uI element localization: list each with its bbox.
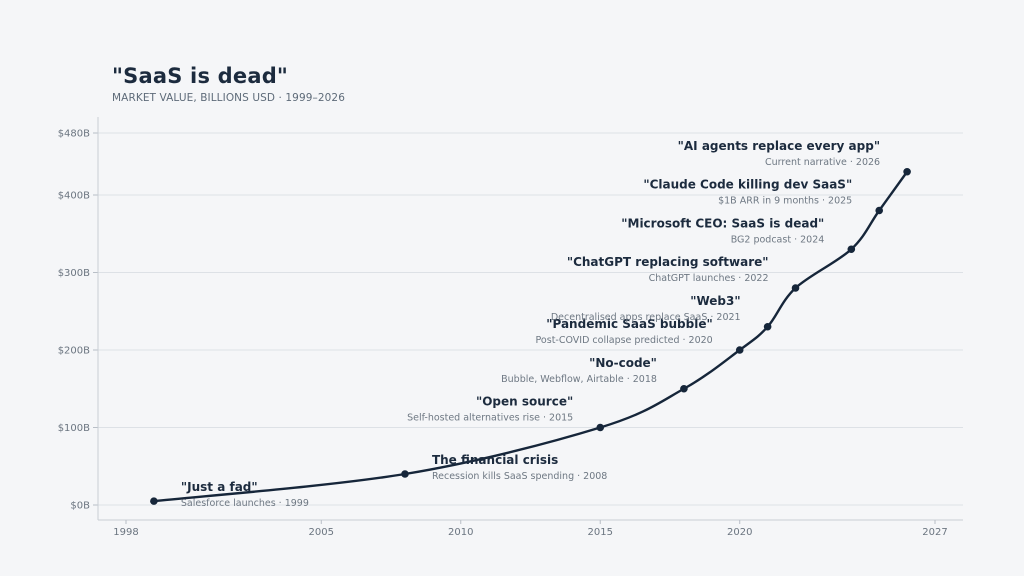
annotation-title: "ChatGPT replacing software": [567, 255, 769, 269]
annotation-subtitle: $1B ARR in 9 months · 2025: [718, 196, 852, 207]
data-point: [596, 423, 605, 432]
data-point: [903, 167, 911, 176]
annotation-subtitle: Post-COVID collapse predicted · 2020: [536, 335, 713, 346]
annotation-subtitle: Current narrative · 2026: [765, 157, 880, 168]
x-tick-label: 2010: [448, 527, 473, 538]
x-tick-label: 1998: [113, 527, 138, 538]
y-tick-label: $480B: [58, 129, 90, 140]
data-point: [735, 346, 744, 354]
annotation-subtitle: Recession kills SaaS spending · 2008: [432, 471, 607, 482]
y-tick-label: $400B: [58, 191, 90, 202]
data-point: [791, 284, 800, 292]
annotation-title: The financial crisis: [432, 453, 558, 467]
annotation-title: "No-code": [589, 356, 657, 370]
annotation-subtitle: Salesforce launches · 1999: [181, 498, 309, 509]
x-tick-label: 2027: [922, 527, 947, 538]
annotation-subtitle: Self-hosted alternatives rise · 2015: [407, 413, 573, 424]
annotation-subtitle: Decentralised apps replace SaaS · 2021: [551, 312, 741, 323]
axis-layer: $0B $100B $200B $300B $400B $480B 1998 2005 2010…: [58, 117, 963, 538]
y-tick-label: $300B: [58, 268, 90, 279]
data-point: [763, 322, 772, 331]
annotation-title: "AI agents replace every app": [678, 139, 880, 153]
y-tick-label: $0B: [70, 501, 90, 512]
x-tick-label: 2005: [309, 527, 334, 538]
series-layer: [150, 167, 911, 505]
data-point: [847, 245, 856, 254]
annotation-title: "Open source": [476, 395, 573, 409]
annotation-title: "Claude Code killing dev SaaS": [643, 178, 852, 192]
chart-subtitle: MARKET VALUE, BILLIONS USD · 1999–2026: [112, 92, 345, 104]
data-point: [680, 384, 688, 393]
annotation-subtitle: ChatGPT launches · 2022: [649, 273, 769, 284]
annotation-title: "Web3": [690, 294, 740, 308]
data-point: [401, 470, 409, 478]
data-point: [875, 206, 884, 215]
annotation-title: "Just a fad": [181, 480, 258, 494]
annotation-subtitle: Bubble, Webflow, Airtable · 2018: [501, 374, 657, 385]
annotation-subtitle: BG2 podcast · 2024: [731, 234, 825, 245]
annotation-title: "Microsoft CEO: SaaS is dead": [621, 216, 824, 230]
y-tick-label: $200B: [58, 346, 90, 357]
data-point: [150, 497, 158, 505]
x-tick-label: 2020: [727, 527, 752, 538]
x-tick-label: 2015: [588, 527, 613, 538]
annotation-title: "Pandemic SaaS bubble": [546, 317, 712, 331]
annotation-layer: "Just a fad" Salesforce launches · 1999 Th…: [181, 139, 880, 509]
y-tick-label: $100B: [58, 423, 90, 434]
chart-title: "SaaS is dead": [112, 64, 289, 88]
